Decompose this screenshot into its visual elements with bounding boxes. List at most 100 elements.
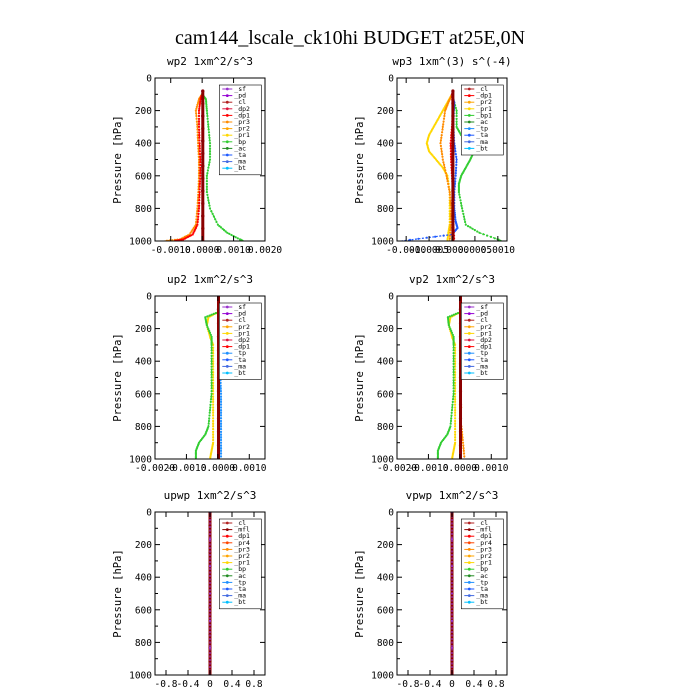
point — [455, 155, 458, 158]
point — [212, 433, 215, 436]
point — [201, 114, 205, 118]
point — [452, 384, 455, 387]
y-tick-label: 800 — [135, 638, 152, 649]
point — [443, 114, 446, 118]
point — [210, 376, 213, 379]
point — [454, 180, 457, 183]
point — [216, 389, 221, 393]
point — [208, 204, 211, 207]
legend-label: _ta — [234, 151, 246, 159]
point — [207, 201, 211, 205]
point — [442, 161, 445, 164]
point — [196, 103, 199, 106]
point — [210, 354, 213, 357]
point — [454, 414, 457, 417]
legend-marker — [225, 166, 229, 170]
point — [449, 226, 452, 229]
legend-label: _dp1 — [476, 92, 492, 100]
point — [206, 112, 209, 115]
panel-5: upwp 1xm^2/s^3 Pressure [hPa] 0 200 400 600 80… — [112, 489, 266, 690]
point — [206, 172, 209, 175]
legend-marker — [467, 561, 471, 564]
point — [452, 387, 455, 390]
legend-marker — [467, 147, 471, 150]
point — [228, 232, 231, 235]
y-tick-label: 200 — [135, 540, 152, 551]
point — [201, 139, 205, 143]
legend-label: _dp1 — [234, 111, 250, 119]
point — [210, 379, 213, 382]
y-axis-label: Pressure [hPa] — [112, 333, 124, 422]
x-tick-label: 0.8 — [487, 679, 504, 690]
legend-marker — [225, 147, 229, 150]
point — [198, 201, 201, 205]
point — [205, 103, 208, 106]
legend-label: _tp — [234, 578, 246, 586]
point — [214, 218, 217, 221]
point — [189, 231, 192, 234]
legend-label: _cl — [234, 98, 246, 106]
legend-marker — [225, 160, 229, 164]
point — [208, 592, 212, 595]
legend-marker — [467, 318, 471, 322]
point — [462, 449, 465, 452]
point — [195, 120, 198, 123]
point — [205, 109, 208, 112]
point — [210, 395, 213, 398]
legend-marker — [225, 305, 229, 309]
legend-marker — [225, 153, 229, 157]
point — [208, 329, 211, 333]
point — [205, 188, 208, 191]
point — [452, 379, 455, 382]
point — [454, 395, 457, 398]
point — [455, 117, 458, 120]
point — [195, 112, 198, 115]
point — [439, 144, 442, 147]
legend-marker — [225, 114, 229, 117]
point — [451, 114, 455, 118]
point — [208, 565, 212, 568]
point — [207, 166, 210, 169]
point — [449, 223, 452, 226]
legend-label: _ta — [476, 131, 488, 139]
y-tick-label: 800 — [377, 422, 394, 433]
x-tick-label: 0.0010 — [216, 245, 251, 256]
legend-label: _ac — [476, 118, 488, 126]
legend: _cl_mfl_dp1_pr4_pr3_pr2_pr1_bp_ac_tp_ta_… — [460, 518, 504, 610]
point — [208, 551, 212, 555]
legend-marker — [225, 541, 229, 545]
point — [454, 430, 457, 433]
point — [454, 216, 457, 219]
point — [462, 444, 465, 447]
legend-label: _pr1 — [234, 329, 250, 337]
point — [196, 136, 199, 139]
point — [219, 390, 222, 393]
legend-label: _cl — [234, 519, 246, 527]
point — [199, 163, 202, 166]
point — [450, 619, 454, 622]
point — [199, 155, 202, 158]
point — [219, 428, 223, 431]
legend-marker — [225, 100, 229, 104]
point — [210, 387, 213, 390]
point — [454, 433, 457, 436]
panel-title: vp2 1xm^2/s^3 — [409, 273, 495, 286]
panel-6: vpwp 1xm^2/s^3 Pressure [hPa] 0 200 400 600 80… — [354, 489, 508, 690]
point — [210, 371, 213, 374]
point — [212, 428, 215, 431]
point — [210, 357, 213, 360]
point — [454, 409, 457, 412]
point — [210, 360, 213, 363]
legend-label: _bt — [476, 144, 488, 152]
point — [219, 433, 223, 436]
legend-marker — [225, 140, 229, 144]
x-tick-label: -0.0010 — [151, 245, 191, 256]
legend-marker — [225, 521, 229, 525]
point — [205, 191, 208, 194]
legend-label: _bt — [234, 369, 246, 377]
x-tick-label: -0.0020 — [377, 463, 417, 474]
point — [451, 333, 454, 336]
point — [198, 105, 201, 108]
legend-label: _bp — [234, 138, 246, 146]
x-tick-label: -0.4 — [177, 679, 200, 690]
